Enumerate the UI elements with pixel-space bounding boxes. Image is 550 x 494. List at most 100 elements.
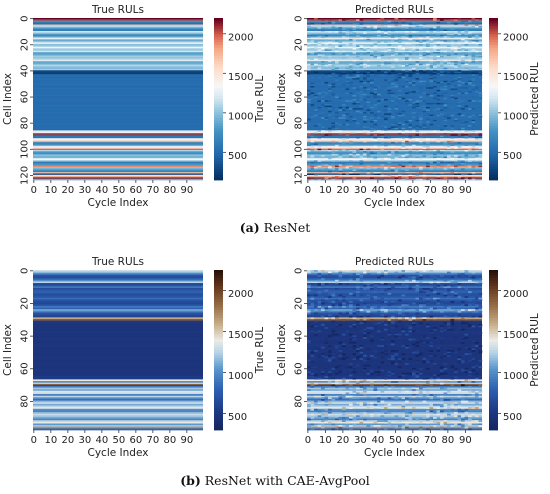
heatmap-cell — [478, 74, 483, 76]
heatmap-cell — [387, 333, 392, 336]
colorbar-segment — [489, 294, 498, 298]
heatmap-row — [33, 416, 203, 419]
heatmap-cell — [440, 74, 444, 76]
heatmap-cell — [373, 351, 378, 354]
heatmap-cell — [471, 84, 476, 87]
heatmap-cell — [415, 350, 420, 352]
heatmap-cell — [450, 279, 455, 282]
heatmap-cell — [356, 101, 360, 104]
heatmap-cell — [335, 385, 339, 388]
heatmap-cell — [454, 32, 458, 34]
heatmap-cell — [447, 99, 451, 101]
heatmap-cell — [310, 283, 315, 285]
heatmap-cell — [370, 413, 374, 416]
heatmap-cell — [394, 335, 399, 338]
heatmap-cell — [331, 93, 336, 96]
heatmap-cell — [342, 358, 346, 360]
heatmap-row — [307, 289, 482, 292]
heatmap-row — [33, 123, 203, 126]
heatmap-cell — [356, 387, 360, 390]
heatmap-cell — [356, 302, 360, 305]
heatmap-cell — [440, 92, 444, 94]
heatmap-cell — [307, 356, 311, 359]
heatmap-cell — [443, 104, 448, 106]
heatmap-cell — [338, 117, 343, 119]
heatmap-cell — [359, 110, 364, 113]
heatmap-cell — [366, 317, 371, 320]
heatmap-cell — [359, 309, 364, 312]
heatmap-cell — [387, 79, 392, 81]
heatmap-cell — [415, 72, 420, 75]
heatmap-cell — [412, 117, 416, 119]
heatmap-cell — [429, 381, 434, 383]
heatmap-cell — [394, 415, 399, 418]
heatmap-cell — [335, 144, 339, 147]
heatmap-cell — [387, 397, 392, 400]
heatmap-cell — [328, 157, 332, 160]
heatmap-cell — [471, 130, 476, 132]
heatmap-cell — [352, 155, 357, 157]
heatmap-cell — [447, 407, 451, 409]
heatmap-row — [307, 407, 482, 410]
heatmap-cell — [450, 318, 455, 321]
heatmap-row — [33, 371, 203, 374]
heatmap-cell — [352, 173, 357, 175]
heatmap-row — [33, 323, 203, 326]
heatmap-cell — [454, 163, 458, 165]
heatmap-cell — [436, 335, 441, 338]
heatmap-cell — [331, 292, 336, 295]
heatmap-cell — [475, 166, 479, 169]
heatmap-cell — [359, 48, 364, 50]
heatmap-cell — [387, 127, 392, 130]
heatmap-cell — [384, 168, 388, 170]
heatmap-cell — [394, 34, 399, 37]
heatmap-cell — [377, 276, 381, 279]
heatmap-cell — [408, 155, 413, 157]
heatmap-cell — [461, 322, 465, 325]
heatmap-cell — [443, 387, 448, 390]
heatmap-cell — [356, 356, 360, 359]
heatmap-cell — [443, 70, 448, 72]
heatmap-cell — [471, 61, 476, 63]
heatmap-cell — [454, 351, 458, 354]
heatmap-cell — [359, 276, 364, 279]
heatmap-cell — [401, 283, 406, 285]
colorbar-segment — [214, 310, 223, 314]
heatmap-cell — [377, 299, 381, 302]
heatmap-cell — [401, 407, 406, 409]
heatmap-cell — [415, 343, 420, 346]
heatmap-cell — [429, 359, 434, 362]
heatmap-cell — [338, 130, 343, 132]
heatmap-cell — [310, 270, 315, 272]
heatmap-cell — [307, 333, 311, 336]
heatmap-cell — [461, 428, 465, 431]
heatmap-cell — [457, 105, 462, 108]
heatmap-cell — [415, 369, 420, 372]
heatmap-cell — [363, 403, 367, 406]
heatmap-cell — [387, 161, 392, 164]
heatmap-cell — [373, 104, 378, 106]
heatmap-cell — [345, 33, 350, 36]
heatmap-row — [33, 415, 203, 418]
heatmap-cell — [398, 405, 402, 408]
heatmap-cell — [475, 304, 479, 307]
heatmap-cell — [391, 302, 395, 305]
heatmap-cell — [426, 359, 430, 362]
heatmap-cell — [464, 271, 469, 274]
heatmap-cell — [352, 25, 357, 28]
heatmap-cell — [314, 95, 318, 97]
heatmap-cell — [412, 323, 416, 326]
heatmap-cell — [433, 80, 437, 83]
heatmap-cell — [461, 410, 465, 413]
colorbar-segment — [214, 99, 223, 103]
heatmap-cell — [415, 101, 420, 104]
heatmap-row — [307, 400, 482, 403]
heatmap-cell — [349, 428, 353, 431]
heatmap-cell — [464, 24, 469, 27]
heatmap-cell — [468, 325, 472, 328]
heatmap-row — [33, 278, 203, 281]
heatmap-cell — [363, 89, 367, 92]
heatmap-cell — [457, 129, 462, 131]
heatmap-cell — [412, 63, 416, 66]
